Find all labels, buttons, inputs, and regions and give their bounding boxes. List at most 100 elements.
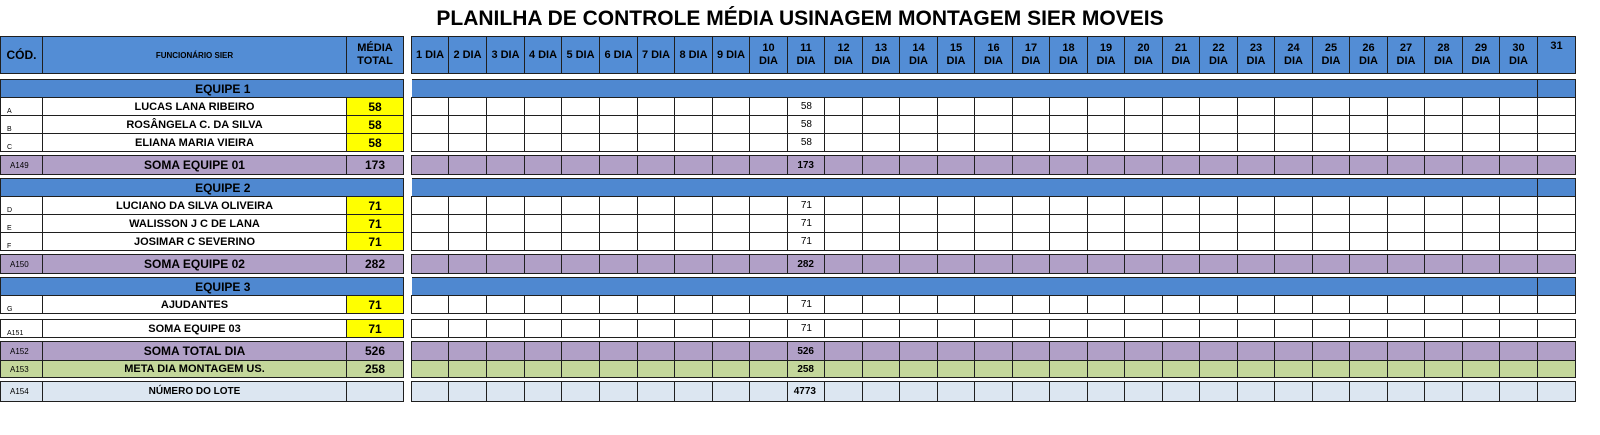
day-cell[interactable] [1387,155,1425,175]
day-cell[interactable] [561,97,600,116]
day-cell[interactable] [974,341,1013,361]
row-name[interactable]: SOMA EQUIPE 03 [42,319,347,338]
day-cell[interactable] [561,381,600,402]
team-label[interactable]: EQUIPE 1 [42,79,404,98]
day-cell[interactable] [1162,295,1200,314]
day-cell[interactable] [1049,360,1088,378]
day-header[interactable]: 21 DIA [1162,36,1200,74]
day-cell[interactable] [599,254,638,274]
day-cell[interactable] [1012,232,1050,251]
day-cell[interactable] [1349,232,1388,251]
day-cell[interactable] [749,381,788,402]
day-cell[interactable] [1312,97,1350,116]
row-name[interactable]: ROSÂNGELA C. DA SILVA [42,115,347,134]
day-cell[interactable] [974,232,1013,251]
day-11-cell[interactable]: 282 [787,254,825,274]
day-cell[interactable] [1049,295,1088,314]
day-cell[interactable] [862,97,900,116]
day-cell[interactable] [1349,295,1388,314]
day-cell[interactable] [674,115,713,134]
day-cell[interactable] [1012,360,1050,378]
day-cell[interactable] [561,295,600,314]
day-cell[interactable] [712,133,750,152]
day-cell[interactable] [524,319,562,338]
day-cell[interactable] [674,360,713,378]
day-cell[interactable] [1199,133,1238,152]
day-cell[interactable] [1462,214,1500,233]
row-code[interactable]: A151 [0,319,43,338]
day-cell[interactable] [899,133,938,152]
day-cell[interactable] [411,115,449,134]
day-cell[interactable] [1087,341,1125,361]
day-cell[interactable] [974,155,1013,175]
day-cell[interactable] [824,295,863,314]
day-cell[interactable] [862,232,900,251]
day-cell[interactable] [899,319,938,338]
day-cell[interactable] [1237,232,1275,251]
day-cell[interactable] [862,295,900,314]
media-total-cell[interactable]: 526 [346,341,404,361]
day-cell[interactable] [1012,341,1050,361]
row-code[interactable]: D [0,196,43,215]
day-cell[interactable] [1349,133,1388,152]
day-cell[interactable] [974,319,1013,338]
day-header[interactable]: 17 DIA [1012,36,1050,74]
day-cell[interactable] [1312,196,1350,215]
day-cell[interactable] [1049,341,1088,361]
day-cell[interactable] [1462,295,1500,314]
day-cell[interactable] [824,133,863,152]
day-cell[interactable] [1087,381,1125,402]
day-header[interactable]: 12 DIA [824,36,863,74]
day-cell[interactable] [637,214,675,233]
day-cell[interactable] [1349,97,1388,116]
day-cell[interactable] [524,232,562,251]
day-cell[interactable] [1012,254,1050,274]
team-code-cell[interactable] [0,79,43,98]
day-cell[interactable] [974,196,1013,215]
day-cell[interactable] [862,133,900,152]
day-cell[interactable] [899,97,938,116]
day-cell[interactable] [486,295,525,314]
day-cell[interactable] [1087,319,1125,338]
day-header[interactable]: 2 DIA [448,36,487,74]
day-cell[interactable] [712,155,750,175]
day-header[interactable]: 10 DIA [749,36,788,74]
day-cell[interactable] [674,254,713,274]
day-cell[interactable] [1499,232,1538,251]
day-header[interactable]: 20 DIA [1124,36,1163,74]
day-cell[interactable] [486,254,525,274]
day-cell[interactable] [749,214,788,233]
day-cell[interactable] [862,115,900,134]
day-cell[interactable] [1424,232,1463,251]
day-cell[interactable] [1349,341,1388,361]
day-cell[interactable] [1424,214,1463,233]
day-cell[interactable] [1462,254,1500,274]
day-cell[interactable] [637,341,675,361]
day-cell[interactable] [411,196,449,215]
row-code[interactable]: A152 [0,341,43,361]
day-cell[interactable] [674,133,713,152]
day-cell[interactable] [824,115,863,134]
row-name[interactable]: SOMA TOTAL DIA [42,341,347,361]
day-cell[interactable] [1237,360,1275,378]
day-cell[interactable] [1312,381,1350,402]
day-header[interactable]: 23 DIA [1237,36,1275,74]
day-cell[interactable] [1087,115,1125,134]
day-header[interactable]: 9 DIA [712,36,750,74]
media-total-header[interactable]: MÉDIA TOTAL [346,36,404,74]
day-cell[interactable] [1499,381,1538,402]
day-cell[interactable] [824,381,863,402]
day-cell[interactable] [1499,319,1538,338]
day-cell[interactable] [899,232,938,251]
day-header[interactable]: 3 DIA [486,36,525,74]
day-cell[interactable] [1049,381,1088,402]
day-cell[interactable] [1199,214,1238,233]
day-cell[interactable] [824,232,863,251]
day-cell[interactable] [1387,214,1425,233]
day-cell[interactable] [749,341,788,361]
day-11-cell[interactable]: 173 [787,155,825,175]
day-cell[interactable] [1424,254,1463,274]
day-cell[interactable] [1237,381,1275,402]
day-cell[interactable] [1312,214,1350,233]
day-cell[interactable] [448,214,487,233]
